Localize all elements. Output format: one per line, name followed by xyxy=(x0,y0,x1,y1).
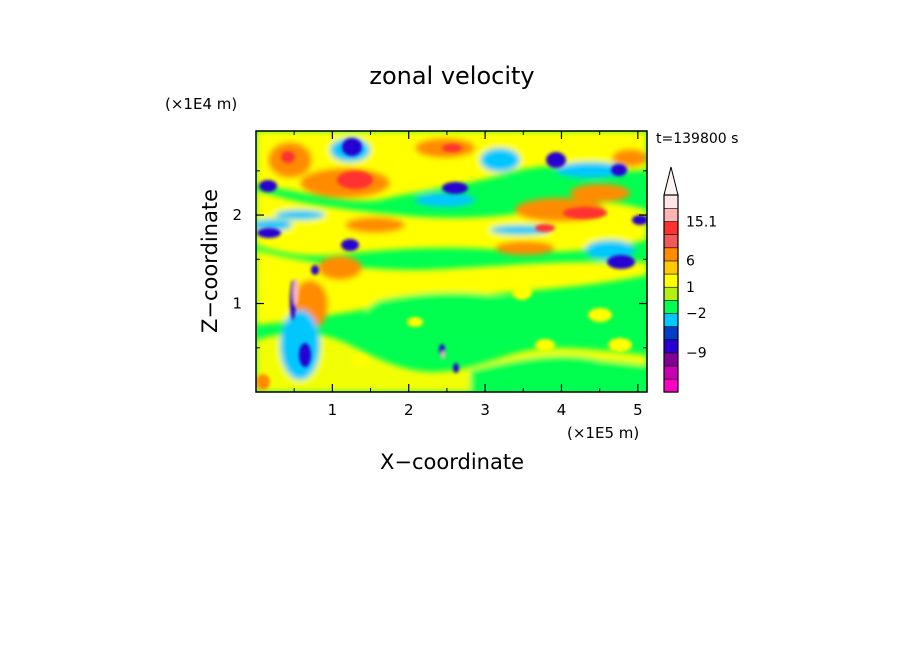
y-axis-label: Z−coordinate xyxy=(198,189,222,333)
chart-title: zonal velocity xyxy=(369,62,534,90)
colorbar-segment xyxy=(663,378,679,393)
colorbar-frame xyxy=(663,194,679,393)
time-label: t=139800 s xyxy=(656,131,738,147)
colorbar-segment xyxy=(663,365,679,380)
x-tick-label: 4 xyxy=(557,401,567,419)
colorbar-label: −9 xyxy=(686,346,707,362)
colorbar-segment xyxy=(663,352,679,367)
colorbar-segment xyxy=(663,207,679,222)
field-layer-cores xyxy=(256,138,647,390)
colorbar-label: 6 xyxy=(686,254,695,270)
colorbar-segment xyxy=(663,194,679,209)
colorbar-label: −2 xyxy=(686,306,707,322)
colorbar-segment xyxy=(663,312,679,327)
y-tick-label: 1 xyxy=(232,295,242,313)
x-unit-label: (×1E5 m) xyxy=(567,424,639,442)
colorbar-segment xyxy=(663,339,679,354)
colorbar-segment xyxy=(663,299,679,314)
colorbar-label: 1 xyxy=(686,280,695,296)
colorbar-segment xyxy=(663,260,679,275)
y-tick-label: 2 xyxy=(232,206,242,224)
colorbar-extend-triangle xyxy=(663,166,679,196)
x-axis: 1 2 3 4 5 xyxy=(293,131,643,419)
colorbar: 15.1 6 1 −2 −9 xyxy=(663,166,717,393)
colorbar-segment xyxy=(663,234,679,249)
x-tick-label: 1 xyxy=(328,401,338,419)
y-unit-label: (×1E4 m) xyxy=(165,95,237,113)
colorbar-label: 15.1 xyxy=(686,214,717,230)
x-tick-label: 3 xyxy=(480,401,490,419)
colorbar-segment xyxy=(663,247,679,262)
colorbar-segment xyxy=(663,220,679,235)
y-axis: 12 xyxy=(232,170,647,349)
colorbar-segment xyxy=(663,286,679,301)
x-tick-label: 5 xyxy=(633,401,643,419)
x-tick-label: 2 xyxy=(404,401,414,419)
contour-field xyxy=(256,131,647,392)
colorbar-segment xyxy=(663,326,679,341)
x-axis-label: X−coordinate xyxy=(380,450,524,474)
colorbar-segment xyxy=(663,273,679,288)
plot-frame xyxy=(255,130,648,393)
